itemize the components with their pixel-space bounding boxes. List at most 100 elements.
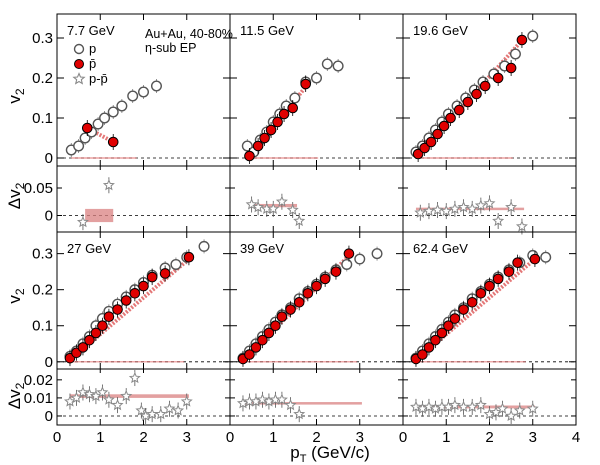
pbar-point [103,311,115,323]
panel-4: 0 1 2 3 39 GeV [226,231,404,446]
legend-marker-pbar [74,59,84,69]
x-tick-label: 2 [485,429,493,446]
pbar-point [129,287,141,299]
dv2-point [275,195,288,207]
x-tick-label: 3 [183,429,191,446]
pbar-point [432,128,443,140]
dv2-tick-label: 0.02 [24,372,53,389]
v2-tick-label: 0.3 [32,30,53,47]
dv2-tick-label: 0 [45,408,53,425]
dv2-point [102,393,115,405]
pbar-point [449,313,461,324]
pbar-point [257,334,268,346]
pbar-point [453,104,465,116]
legend: p p̄ p-p̄ [72,41,108,86]
x-tick-label: 0 [226,429,234,446]
pbar-point [311,280,322,292]
pbar-point [252,140,264,152]
p-point [150,80,162,92]
x-tick-label: 0 [399,429,407,446]
pbar-point [183,251,195,263]
pbar-point [77,342,89,353]
p-point [198,240,210,252]
p-point [321,58,333,70]
v2-tick-label: 0.3 [32,246,53,263]
dv2-tick-label: 0.01 [24,390,53,407]
ylabel-dv2-row2: Δv2 [5,382,27,409]
ylabel-dv2-row1: Δv2 [5,182,27,209]
pbar-point [479,80,491,92]
x-tick-label: 1 [269,429,277,446]
energy-label: 39 GeV [240,241,284,256]
pbar-point [278,108,290,120]
dv2-point [111,398,124,411]
pbar-point [159,268,171,279]
ylabel-v2-row2: v2 [5,288,27,304]
pbar-point [425,136,437,148]
pbar-point [120,295,132,306]
dv2-band [242,402,362,405]
pbar-point [436,327,448,339]
p-point [170,258,182,270]
pbar-point [330,266,342,277]
legend-marker-p [73,43,85,55]
pbar-point [484,280,495,292]
dv2-point [252,200,265,213]
pbar-point [505,62,517,74]
pbar-point [319,273,331,285]
dv2-point [526,402,539,414]
energy-label: 19.6 GeV [413,23,468,38]
dv2-tick-label: 0.05 [24,180,53,197]
panel-0: 0 0.1 0.2 0.3 0 0.05 7.7 GeV [24,13,231,233]
pbar-point [529,253,541,265]
legend-label-pbar: p̄ [89,56,96,71]
note-event-plane: η-sub EP [145,41,196,55]
legend-marker-pminuspbar [72,72,86,85]
p-point [289,92,301,104]
pbar-point [250,342,262,353]
panel-grid: 0 0.1 0.2 0.3 0 0.05 7.7 GeV 11.5 GeV 19.6 GeV 0 1… [24,13,580,446]
legend-label-p: p [89,41,96,56]
pbar-point [84,334,95,346]
p-point [527,30,539,42]
p-point [332,60,344,72]
panel-5: 0 1 2 3 4 62.4 GeV [399,231,580,446]
dv2-point [293,407,306,420]
p-point [354,253,366,265]
pbar-point [272,116,283,128]
pbar-point [512,257,523,268]
dv2-point [457,200,470,213]
v2-tick-label: 0 [45,150,53,167]
pbar-point [293,297,305,308]
panel-2: 19.6 GeV [402,13,577,235]
pbar-point [443,320,454,332]
pbar-point [503,266,515,277]
pbar-point [285,304,296,315]
pbar-point [471,88,482,100]
dv2-point [286,203,299,216]
v2-tick-label: 0.1 [32,318,53,335]
dv2-point [414,206,427,218]
x-tick-label: 0 [53,429,61,446]
v2-tick-label: 0.2 [32,282,53,299]
note-centrality: Au+Au, 40-80% [145,27,233,41]
pbar-point [146,271,158,283]
dv2-point [76,386,89,398]
dv2-point [275,393,288,405]
dv2-point [267,202,280,215]
dv2-point [120,389,133,402]
dv2-point [256,393,269,405]
pbar-point [300,78,311,90]
v2-tick-label: 0.1 [32,110,53,127]
energy-label: 27 GeV [67,241,111,256]
pbar-point [438,120,450,132]
dv2-tick-label: 0 [45,208,53,225]
dv2-point [284,398,297,411]
dv2-point [146,407,159,420]
dv2-point [76,215,89,228]
dv2-point [515,220,528,232]
energy-label: 7.7 GeV [67,23,115,38]
v2-tick-label: 0.2 [32,70,53,87]
